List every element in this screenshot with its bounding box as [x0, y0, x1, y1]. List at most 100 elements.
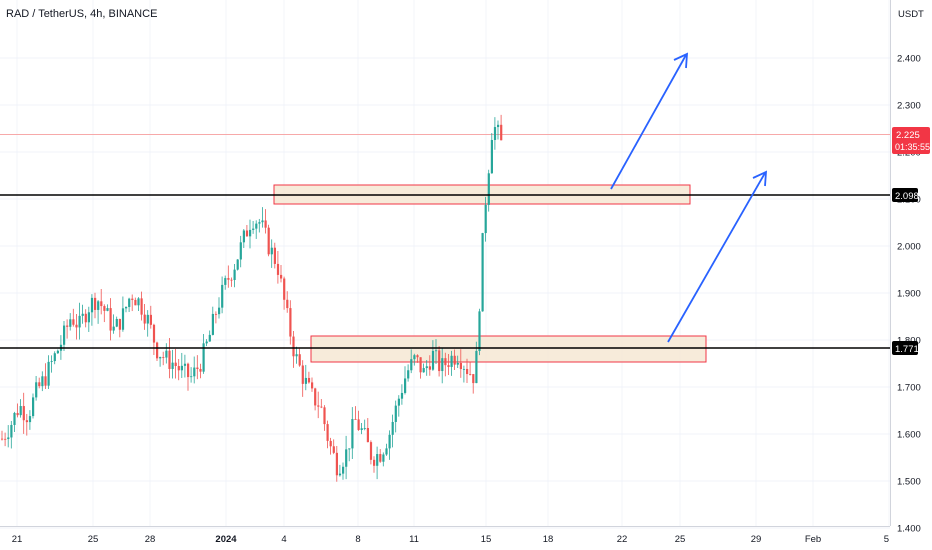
- candle: [50, 355, 53, 373]
- candle: [484, 196, 487, 242]
- candle: [379, 449, 382, 463]
- candle: [351, 407, 354, 459]
- symbol-title: RAD / TetherUS, 4h, BINANCE: [6, 8, 157, 20]
- candle: [205, 339, 208, 347]
- candle: [289, 300, 292, 345]
- candle: [314, 387, 317, 411]
- candle: [258, 218, 261, 233]
- candle: [407, 364, 410, 382]
- candle: [323, 405, 326, 431]
- candle: [134, 297, 137, 306]
- candle: [447, 353, 450, 376]
- candle: [298, 348, 301, 367]
- time-tick-label: 4: [281, 534, 286, 545]
- candle: [183, 354, 187, 378]
- candle: [106, 304, 109, 312]
- candle: [419, 357, 422, 379]
- candle: [149, 305, 152, 329]
- candle: [385, 443, 388, 456]
- candle: [261, 207, 264, 228]
- candle: [425, 360, 428, 376]
- time-tick-label: 22: [617, 534, 628, 545]
- plot-area[interactable]: [0, 0, 890, 526]
- candle: [416, 354, 419, 363]
- price-axis[interactable]: 2.4002.3002.2002.1002.0001.9001.8001.700…: [897, 54, 921, 535]
- candle: [335, 445, 338, 482]
- price-tick-label: 1.700: [897, 383, 921, 394]
- candle: [227, 265, 230, 288]
- candle: [462, 365, 466, 383]
- candle: [304, 364, 307, 391]
- candle: [497, 120, 500, 140]
- candle: [410, 349, 413, 374]
- candle: [466, 358, 469, 383]
- candle: [342, 462, 345, 480]
- candle: [137, 297, 140, 311]
- candle: [453, 349, 456, 370]
- candle: [84, 309, 87, 328]
- candle: [168, 337, 171, 379]
- support-zone[interactable]: [310, 335, 707, 363]
- candle: [16, 403, 19, 418]
- candle: [376, 446, 379, 480]
- price-grid: [0, 57, 890, 529]
- candle: [391, 414, 394, 448]
- candle: [115, 316, 118, 328]
- candle: [121, 296, 125, 332]
- candle: [360, 423, 363, 435]
- time-tick-label: 5: [884, 534, 889, 545]
- candle: [493, 117, 497, 150]
- candle: [354, 406, 357, 420]
- candle: [180, 352, 183, 378]
- candle: [7, 425, 10, 448]
- candle: [242, 229, 245, 249]
- candle: [345, 435, 348, 480]
- time-tick-label: 21: [12, 534, 23, 545]
- candle: [177, 358, 180, 381]
- candle: [270, 239, 273, 268]
- time-tick-label: 18: [543, 534, 554, 545]
- time-tick-label: 25: [88, 534, 99, 545]
- candle: [193, 356, 196, 384]
- candle: [25, 413, 28, 436]
- candle: [317, 391, 320, 419]
- candle: [199, 363, 202, 379]
- candle: [211, 306, 214, 336]
- candle: [214, 311, 218, 324]
- candle: [190, 367, 193, 383]
- candle: [382, 452, 385, 467]
- projection-arrow-lower[interactable]: [667, 170, 768, 343]
- time-tick-label: 29: [751, 534, 762, 545]
- price-tick-label: 1.900: [897, 289, 921, 300]
- candle: [81, 304, 84, 324]
- candle: [326, 420, 329, 449]
- candle: [19, 399, 22, 418]
- candle: [481, 232, 484, 312]
- time-tick-label: 15: [481, 534, 492, 545]
- projection-arrow-upper[interactable]: [610, 52, 689, 190]
- candle: [97, 300, 100, 324]
- candle: [373, 456, 376, 473]
- candle: [35, 376, 38, 401]
- price-tick-label: 2.300: [897, 101, 921, 112]
- time-axis[interactable]: 21 25 28 2024 4 8 11 15 18 22 25 29 Feb 5: [12, 534, 889, 545]
- candle: [224, 275, 227, 290]
- candle: [143, 303, 146, 330]
- candle: [208, 330, 211, 342]
- candle: [90, 294, 94, 326]
- candle: [53, 351, 56, 365]
- candle: [72, 308, 75, 327]
- candle: [44, 363, 47, 390]
- candle: [348, 448, 351, 462]
- candle: [249, 219, 252, 249]
- candle: [413, 353, 416, 366]
- candle: [100, 289, 103, 315]
- candle: [109, 298, 112, 341]
- candle: [152, 323, 156, 355]
- candle: [221, 276, 224, 314]
- candle: [301, 360, 304, 397]
- candle: [38, 377, 41, 389]
- candle: [363, 419, 366, 431]
- last-price-badge: 2.225 01:35:55: [892, 127, 930, 154]
